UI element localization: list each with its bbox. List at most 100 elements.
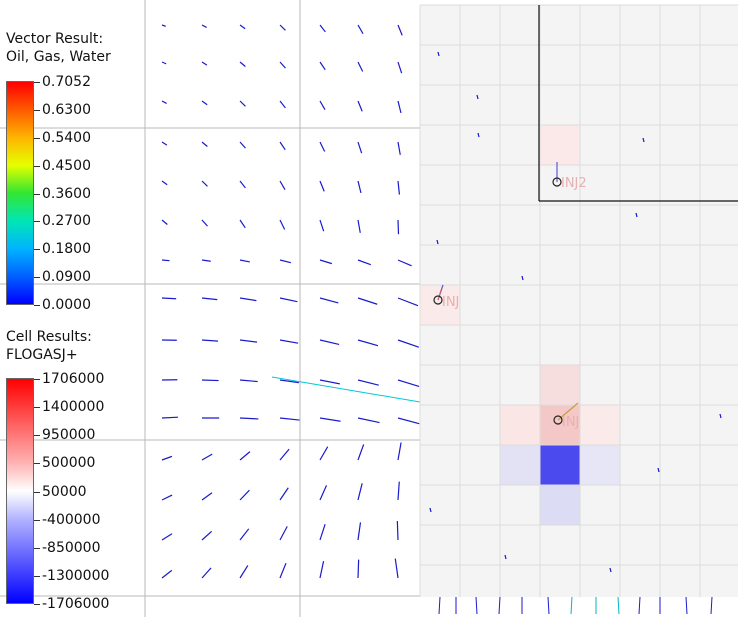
cell-legend-tick [34,519,40,521]
velocity-vector [397,442,402,461]
cell-legend-tick [34,379,40,380]
velocity-vector [279,562,287,579]
velocity-vector [319,61,326,71]
velocity-vector [642,137,645,143]
velocity-vector [201,219,208,227]
velocity-vector [319,141,326,152]
velocity-vector [239,528,250,541]
vector-legend-tick [34,109,40,111]
velocity-vector [357,259,371,266]
cell-legend-tick [34,491,40,493]
velocity-vector [161,494,173,501]
velocity-vector [638,596,641,615]
velocity-vector [397,100,402,114]
velocity-vector [476,94,479,100]
velocity-vector [161,180,168,186]
velocity-vector [279,100,286,109]
grid-cell [540,365,580,405]
velocity-vector [357,559,360,579]
velocity-vector [396,520,399,541]
velocity-vector [319,259,333,265]
velocity-vector [319,297,339,304]
cell-legend-label: 1706000 [42,371,105,387]
velocity-vector [239,24,246,30]
velocity-vector [201,339,219,342]
cell-legend-title-line2: FLOGASJ+ [6,347,78,363]
velocity-vector [239,339,258,343]
velocity-vector [570,596,573,615]
velocity-vector [319,417,341,422]
vector-legend-tick [34,137,40,139]
velocity-vector [397,379,420,388]
velocity-vector [504,554,507,560]
velocity-vector [357,24,364,34]
velocity-vector [239,61,246,67]
vector-legend-tick [34,305,40,306]
velocity-vector [438,596,441,615]
velocity-vector [279,219,286,230]
velocity-vector [239,100,246,107]
cell-legend-label: 1400000 [42,399,105,416]
velocity-vector [161,61,167,65]
velocity-vector [201,141,208,147]
vector-legend-label: 0.4500 [42,157,91,174]
velocity-vector [609,567,612,573]
velocity-vector [685,596,688,615]
velocity-vector [201,24,207,28]
vector-legend-tick [34,221,40,223]
velocity-vector [319,379,340,385]
velocity-vector [239,259,250,263]
velocity-vector [161,100,167,104]
velocity-vector [397,417,420,425]
cell-legend-tick [34,575,40,577]
velocity-vector [201,530,213,541]
velocity-vector [239,489,250,501]
well-inj2-marker [552,177,562,187]
velocity-vector [397,141,401,155]
velocity-vector [319,180,325,192]
velocity-vector [357,219,361,233]
velocity-vector [357,339,379,347]
vector-legend-label: 0.0900 [42,269,91,286]
velocity-vector [279,526,288,541]
cell-legend-label: -850000 [42,539,101,556]
vector-color-bar [6,81,34,305]
velocity-vector [201,297,218,301]
velocity-vector [710,596,713,615]
cell-legend-label: -1706000 [42,596,110,612]
cell-legend-tick [34,407,40,409]
cell-legend-label: 950000 [42,427,96,444]
velocity-vector [239,379,258,383]
velocity-vector [279,24,286,31]
grid-cell [580,445,620,485]
cell-legend-tick [34,547,40,549]
cell-legend-tick [34,463,40,465]
grid-cell [580,405,620,445]
cell-legend-tick [34,604,40,605]
velocity-vector [161,416,179,419]
velocity-vector [279,61,286,69]
velocity-vector [319,446,329,461]
velocity-vector [161,24,166,27]
velocity-vector [161,569,173,579]
velocity-vector [279,297,298,303]
cell-color-bar [6,378,34,604]
velocity-vector [498,596,501,615]
well-inj1-marker [433,295,443,305]
grid-cell [540,405,580,445]
vector-legend-tick [34,165,40,167]
velocity-vector [397,24,403,36]
velocity-vector [239,141,246,149]
velocity-vector [201,100,208,106]
well-inj3-label: INJ [562,415,579,430]
velocity-vector [161,297,177,300]
vector-legend-title-line2: Oil, Gas, Water [6,49,111,65]
vector-legend-tick [34,277,40,279]
velocity-vector [397,297,419,307]
cell-legend-label: 50000 [42,483,87,500]
cell-legend-label: -1300000 [42,567,110,584]
velocity-vector [437,51,440,57]
cell-legend-label: 500000 [42,455,96,472]
